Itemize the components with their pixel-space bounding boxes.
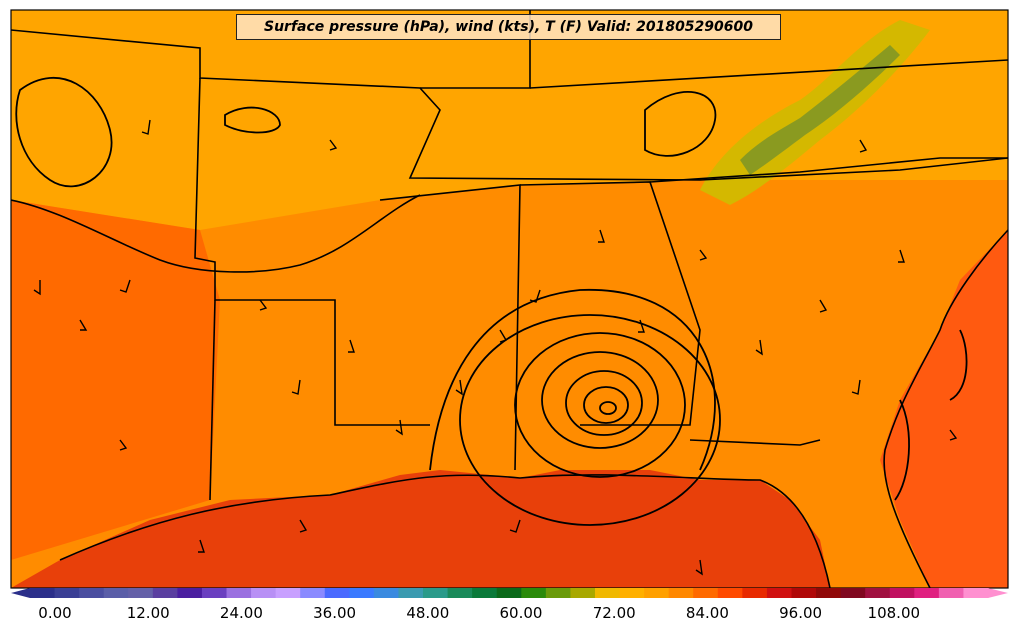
colorbar-segment [717,588,743,598]
colorbar-segment [570,588,596,598]
colorbar-segment [791,588,817,598]
isobars [15,77,968,526]
colorbar-segment [644,588,670,598]
colorbar-segment [447,588,473,598]
colorbar-segment [398,588,424,598]
colorbar-segment [938,588,964,598]
colorbar-tick-label: 60.00 [500,604,543,622]
map-title: Surface pressure (hPa), wind (kts), T (F… [236,14,781,40]
colorbar-segment [693,588,719,598]
colorbar-segment [177,588,203,598]
colorbar-segment [914,588,940,598]
colorbar-segment [275,588,301,598]
colorbar-segment [251,588,277,598]
colorbar-tick-label: 24.00 [220,604,263,622]
colorbar-segment [668,588,694,598]
colorbar-segment [963,588,989,598]
colorbar-segment [324,588,350,598]
colorbar-tick-label: 12.00 [127,604,170,622]
colorbar-segment [103,588,129,598]
colorbar-segment [594,588,621,598]
colorbar-segment [373,588,399,598]
colorbar-segment [742,588,768,598]
colorbar: 0.00 12.00 24.00 36.00 48.00 60.00 72.00 84.00 9… [11,588,1008,622]
colorbar-segment [496,588,522,598]
colorbar-tick-label: 36.00 [313,604,356,622]
colorbar-segment [545,588,571,598]
colorbar-segment [79,588,105,598]
colorbar-tick-label: 0.00 [38,604,71,622]
colorbar-segment [816,588,842,598]
colorbar-segment [349,588,375,598]
state-boundaries [11,10,1008,588]
colorbar-segment [201,588,228,598]
colorbar-segment [865,588,891,598]
map-field [11,10,1008,588]
colorbar-segment [226,588,252,598]
colorbar-segment [152,588,178,598]
colorbar-segment [30,588,56,598]
wind-barbs [33,119,958,576]
colorbar-segment [472,588,498,598]
colorbar-segment [423,588,449,598]
colorbar-segment [889,588,915,598]
colorbar-segment [521,588,547,598]
colorbar-tick-label: 84.00 [686,604,729,622]
colorbar-min-arrow [11,588,30,598]
colorbar-max-arrow [988,588,1008,598]
colorbar-segment [54,588,80,598]
colorbar-segment [766,588,792,598]
colorbar-segment [840,588,866,598]
colorbar-tick-label: 96.00 [779,604,822,622]
colorbar-segment [619,588,645,598]
colorbar-segment [128,588,154,598]
colorbar-tick-label: 48.00 [406,604,449,622]
colorbar-tick-label: 72.00 [593,604,636,622]
colorbar-tick-label: 108.00 [868,604,921,622]
colorbar-segment [300,588,326,598]
